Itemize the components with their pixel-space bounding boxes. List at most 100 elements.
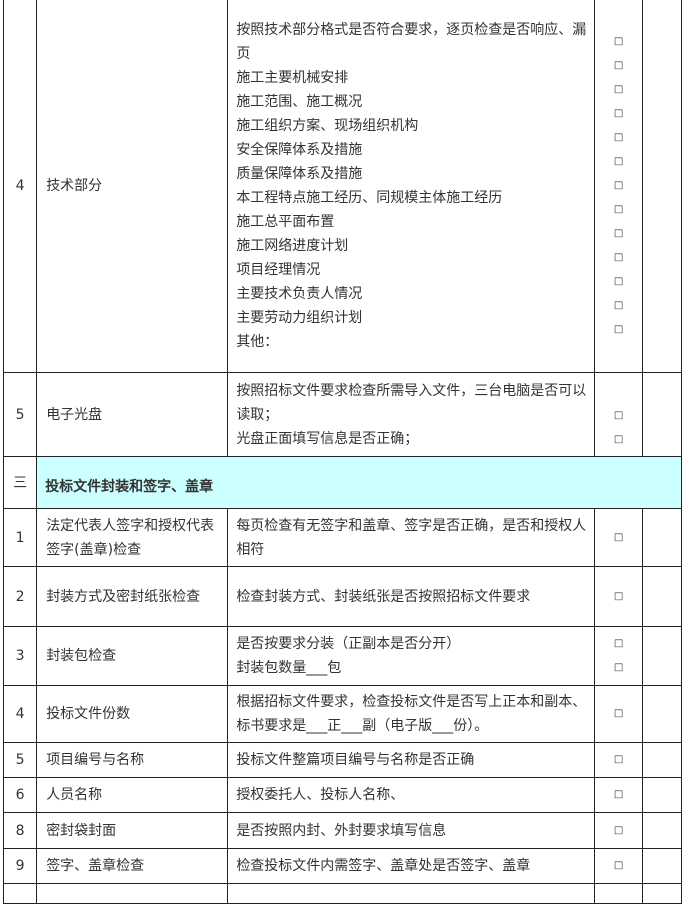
checkbox-cell: □ — [594, 566, 643, 627]
checkbox-cell: □ — [594, 848, 643, 884]
checkbox[interactable]: □ — [613, 131, 624, 143]
empty-cell — [227, 883, 596, 904]
checkbox-cell: □ □ — [594, 372, 643, 457]
remark-cell — [641, 508, 683, 567]
content-line: 按照招标文件要求检查所需导入文件，三台电脑是否可以读取； — [236, 382, 587, 423]
checkbox[interactable]: □ — [613, 203, 624, 215]
row-content: 按照技术部分格式是否符合要求，逐页检查是否响应、漏页施工主要机械安排 施工范围、施… — [227, 0, 596, 373]
content-line: 检查封装方式、封装纸张是否按照招标文件要求 — [236, 588, 531, 605]
empty-cell — [36, 883, 229, 904]
table-row: 2 封装方式及密封纸张检查 检查封装方式、封装纸张是否按照招标文件要求 □ — [2, 566, 683, 627]
section-title: 投标文件封装和签字、盖章 — [36, 456, 682, 509]
checkbox[interactable]: □ — [613, 789, 624, 800]
row-item: 投标文件份数 — [36, 685, 229, 743]
checkbox[interactable]: □ — [613, 638, 624, 649]
row-content: 每页检查有无签字和盖章、签字是否正确，是否和授权人相符 — [227, 508, 596, 567]
checkbox[interactable]: □ — [613, 754, 624, 765]
content-line: 施工主要机械安排 — [236, 69, 349, 86]
checkbox[interactable]: □ — [613, 860, 624, 871]
checkbox-cell: □ □ □ □ □ □ □ □ □ □ □ □ □ — [594, 0, 643, 373]
table-row: 4 技术部分 按照技术部分格式是否符合要求，逐页检查是否响应、漏页 施工主要机械安排施… — [2, 0, 683, 373]
content-line: 主要技术负责人情况 — [236, 285, 363, 302]
row-number: 1 — [2, 508, 38, 567]
checkbox[interactable]: □ — [613, 35, 624, 47]
row-item: 技术部分 — [36, 0, 229, 373]
table-row: 1 法定代表人签字和授权代表签字(盖章)检查 每页检查有无签字和盖章、签字是否正确，… — [2, 508, 683, 567]
row-item: 封装方式及密封纸张检查 — [36, 566, 229, 627]
checkbox[interactable]: □ — [613, 59, 624, 71]
checkbox[interactable]: □ — [613, 179, 624, 191]
remark-cell — [641, 777, 683, 813]
checkbox[interactable]: □ — [613, 275, 624, 287]
table-row: 8 密封袋封面 是否按照内封、外封要求填写信息 □ — [2, 812, 683, 849]
content-line: 授权委托人、投标人名称、 — [236, 787, 405, 803]
checkbox[interactable]: □ — [613, 251, 624, 263]
checkbox[interactable]: □ — [613, 824, 624, 836]
row-content: 检查投标文件内需签字、盖章处是否签字、盖章 — [227, 848, 596, 884]
row-item: 项目编号与名称 — [36, 742, 229, 778]
row-item: 封装包检查 — [36, 626, 229, 686]
row-content: 是否按要求分装（正副本是否分开） 封装包数量___包 — [227, 626, 596, 686]
row-content: 是否按照内封、外封要求填写信息 — [227, 812, 596, 849]
checkbox-cell: □ □ — [594, 626, 643, 686]
row-number: 4 — [2, 685, 38, 743]
table-row: 6 人员名称 授权委托人、投标人名称、 □ — [2, 777, 683, 813]
checkbox-cell: □ — [594, 812, 643, 849]
remark-cell — [641, 742, 683, 778]
row-number: 5 — [2, 742, 38, 778]
checkbox[interactable]: □ — [613, 299, 624, 311]
row-number: 6 — [2, 777, 38, 813]
checkbox[interactable]: □ — [613, 323, 624, 335]
checkbox[interactable]: □ — [613, 662, 624, 673]
content-line: 施工范围、施工概况 — [236, 93, 363, 110]
section-header-row: 三投标文件封装和签字、盖章 — [2, 456, 682, 509]
content-line: 按照技术部分格式是否符合要求，逐页检查是否响应、漏页 — [236, 21, 587, 62]
table-row: 3 封装包检查 是否按要求分装（正副本是否分开） 封装包数量___包 □ □ — [2, 626, 683, 686]
row-number: 2 — [2, 566, 38, 627]
content-line: 主要劳动力组织计划 — [236, 309, 363, 326]
checkbox[interactable]: □ — [613, 590, 624, 602]
checkbox[interactable]: □ — [613, 107, 624, 119]
table-row: 9 签字、盖章检查 检查投标文件内需签字、盖章处是否签字、盖章 □ — [2, 848, 683, 884]
checkbox[interactable]: □ — [613, 227, 624, 239]
row-content: 授权委托人、投标人名称、 — [227, 777, 596, 813]
checkbox[interactable]: □ — [613, 434, 624, 445]
row-content: 按照招标文件要求检查所需导入文件，三台电脑是否可以读取； 光盘正面填写信息是否正确… — [227, 372, 596, 457]
checkbox[interactable]: □ — [613, 708, 624, 719]
remark-cell — [641, 848, 683, 884]
checkbox-cell: □ — [594, 685, 643, 743]
row-item: 电子光盘 — [36, 372, 229, 457]
content-line: 封装包数量___包 — [236, 660, 342, 676]
remark-cell — [641, 626, 683, 686]
checkbox-cell: □ — [594, 742, 643, 778]
content-line: 项目经理情况 — [236, 261, 321, 278]
row-number: 8 — [2, 812, 38, 849]
row-content: 投标文件整篇项目编号与名称是否正确 — [227, 742, 596, 778]
row-number: 5 — [2, 372, 38, 457]
row-item: 签字、盖章检查 — [36, 848, 229, 884]
content-line: 安全保障体系及措施 — [236, 141, 363, 158]
content-line: 本工程特点施工经历、同规模主体施工经历 — [236, 189, 503, 206]
remark-cell — [641, 685, 683, 743]
row-content: 根据招标文件要求，检查投标文件是否写上正本和副本、标书要求是___正___副（电… — [227, 685, 596, 743]
table-row: 5 电子光盘 按照招标文件要求检查所需导入文件，三台电脑是否可以读取； 光盘正面填写信… — [2, 372, 683, 457]
content-line: 是否按要求分装（正副本是否分开） — [236, 636, 461, 652]
checkbox[interactable]: □ — [613, 155, 624, 167]
table-row — [2, 883, 683, 904]
checkbox[interactable]: □ — [613, 531, 624, 543]
remark-cell — [641, 812, 683, 849]
content-line: 其他： — [236, 333, 279, 350]
content-line: 施工总平面布置 — [236, 213, 335, 230]
content-line: 施工网络进度计划 — [236, 237, 349, 254]
checkbox[interactable]: □ — [613, 410, 624, 421]
row-number: 9 — [2, 848, 38, 884]
table-row: 5 项目编号与名称 投标文件整篇项目编号与名称是否正确 □ — [2, 742, 683, 778]
section-number: 三 — [2, 456, 38, 509]
remark-cell — [641, 372, 683, 457]
row-number: 3 — [2, 626, 38, 686]
checkbox-cell: □ — [594, 777, 643, 813]
empty-cell — [2, 883, 38, 904]
checkbox[interactable]: □ — [613, 83, 624, 95]
empty-cell — [641, 883, 683, 904]
